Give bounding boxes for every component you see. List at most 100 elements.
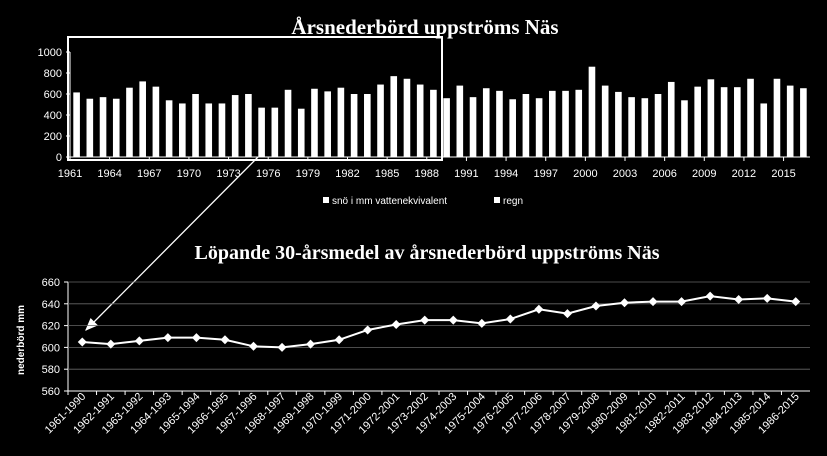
bar-1981 [337,87,345,157]
point-1964-1993 [163,333,173,343]
line-y-tick-label: 580 [42,364,60,376]
bar-2005 [654,94,662,157]
arrow-connector [85,156,259,331]
bar-2011 [734,87,741,157]
bar-x-tick-label: 2012 [732,168,756,180]
bar-1967 [152,86,160,157]
bar-1963 [99,97,107,157]
bar-1989 [443,98,450,157]
point-1972-2001 [391,320,401,330]
point-1961-1990 [77,337,87,347]
bar-2010 [720,87,728,157]
point-1966-1995 [220,335,230,345]
bar-1988 [430,89,437,157]
bar-1999 [575,89,583,157]
point-1986-2015 [791,297,801,307]
bar-2004 [641,98,649,157]
bar-1993 [496,90,503,157]
bar-1968 [165,100,173,157]
bar-x-tick-label: 1985 [375,168,399,180]
bar-x-tick-label: 2000 [573,168,597,180]
point-1973-2002 [420,315,430,325]
bar-1977 [284,89,292,157]
bar-x-tick-label: 1988 [415,168,439,180]
bar-2015 [786,85,794,157]
point-1967-1996 [249,341,258,351]
point-1980-2009 [620,298,629,308]
point-1979-2008 [591,301,601,311]
bar-1997 [549,90,556,157]
point-1968-1997 [277,342,287,352]
bar-x-tick-label: 2006 [652,168,676,180]
bar-1961 [73,92,80,157]
bar-1976 [271,107,279,157]
bar-2002 [615,91,622,157]
bar-y-tick-label: 200 [44,131,62,143]
bar-2003 [628,97,635,157]
line-y-tick-label: 640 [42,299,60,311]
bar-2014 [773,78,781,157]
line-y-tick-label: 660 [42,277,60,289]
point-1982-2011 [677,297,687,307]
bar-chart: Årsnederbörd uppströms Näs 0 200 400 600 800… [38,15,810,207]
bar-y-tick-label: 0 [56,152,62,164]
line-chart-title: Löpande 30-årsmedel av årsnederbörd upps… [194,242,659,264]
period-highlight-box [67,36,443,161]
legend-rain: regn [503,196,523,207]
series-line [82,295,796,349]
bar-2013 [760,103,768,157]
point-1977-2006 [534,304,544,314]
bar-2000 [588,66,596,157]
bar-y-tick-label: 1000 [38,47,62,59]
bar-x-tick-label: 1997 [533,168,557,180]
line-chart: Löpande 30-årsmedel av årsnederbörd upps… [16,242,810,436]
bar-1978 [297,108,305,157]
bar-1962 [86,98,94,157]
bar-1979 [311,88,318,157]
bar-1965 [126,87,133,157]
line-y-tick-label: 600 [42,342,60,354]
bar-chart-title: Årsnederbörd uppströms Näs [291,15,558,39]
bar-1969 [179,103,186,157]
bar-1971 [205,103,213,157]
bar-1995 [522,94,530,157]
bar-x-tick-label: 1970 [177,168,201,180]
bar-1982 [350,94,358,157]
bar-x-tick-label: 1982 [335,168,359,180]
point-1975-2004 [477,318,487,328]
bar-1991 [469,97,477,157]
point-1985-2014 [762,293,772,303]
bar-1998 [562,90,569,157]
bar-1985 [390,76,398,157]
bar-x-tick-label: 1967 [137,168,161,180]
bar-x-tick-label: 1979 [296,168,320,180]
legend-snow: snö i mm vattenekvivalent [332,196,447,207]
line-y-tick-label: 620 [42,321,60,333]
bar-x-tick-label: 1991 [454,168,478,180]
bar-1972 [218,103,226,157]
point-1984-2013 [734,294,744,304]
bar-2012 [747,78,754,157]
bar-y-tick-label: 600 [44,89,62,101]
bar-1973 [231,95,239,157]
bar-1984 [377,84,384,157]
bar-1966 [139,81,146,157]
bar-2007 [681,100,688,157]
bar-1994 [509,99,516,157]
bar-1974 [245,94,252,157]
bar-x-tick-label: 1976 [256,168,280,180]
point-1976-2005 [505,314,515,324]
bar-x-tick-label: 2009 [692,168,716,180]
bar-1996 [535,98,543,157]
bar-2001 [601,85,609,157]
bar-2009 [707,79,715,157]
bar-1970 [192,94,199,157]
line-y-tick-label: 560 [42,386,60,398]
bar-2008 [694,86,701,157]
bar-1975 [258,107,265,157]
line-y-axis-label: nederbörd mm [16,305,27,375]
bar-1964 [112,98,120,157]
bar-1980 [324,91,331,157]
legend-swatch-snow [323,197,329,203]
